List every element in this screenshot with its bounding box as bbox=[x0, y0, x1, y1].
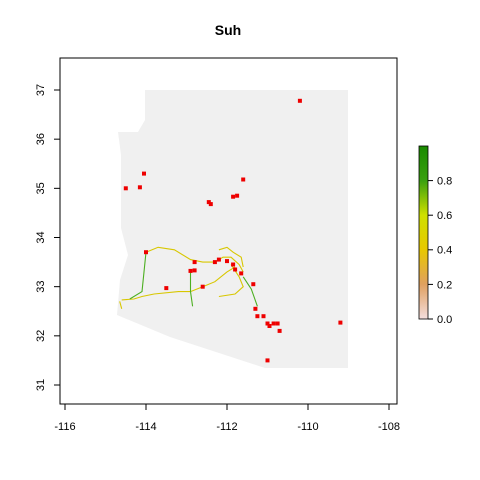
y-tick-label: 33 bbox=[35, 281, 47, 293]
route-path-8 bbox=[119, 301, 123, 309]
state-shape bbox=[117, 90, 348, 368]
y-tick-label: 31 bbox=[35, 379, 47, 391]
site-point-16 bbox=[216, 257, 221, 262]
site-point-12 bbox=[188, 268, 193, 273]
legend-tick-label: 0.0 bbox=[437, 314, 452, 326]
y-tick-label: 34 bbox=[35, 231, 47, 243]
site-point-9 bbox=[208, 202, 213, 207]
site-point-7 bbox=[235, 193, 240, 198]
site-point-28 bbox=[271, 321, 276, 326]
site-point-19 bbox=[231, 262, 236, 267]
route-path-7 bbox=[242, 276, 258, 307]
legend-tick-label: 0.6 bbox=[437, 210, 452, 222]
y-tick-label: 32 bbox=[35, 330, 47, 342]
legend-tick-label: 0.2 bbox=[437, 279, 452, 291]
site-point-26 bbox=[265, 321, 270, 326]
site-point-15 bbox=[212, 260, 217, 265]
x-tick-label: -114 bbox=[135, 421, 156, 433]
x-tick-label: -108 bbox=[378, 421, 400, 433]
legend-tick-label: 0.8 bbox=[437, 175, 452, 187]
x-axis: -116 -114 -112 -110 -108 bbox=[54, 403, 400, 433]
x-tick-label: -116 bbox=[54, 421, 75, 433]
site-point-4 bbox=[137, 185, 142, 190]
site-point-17 bbox=[225, 259, 229, 264]
site-point-5 bbox=[241, 177, 246, 182]
site-point-1 bbox=[297, 98, 302, 103]
site-point-29 bbox=[275, 321, 280, 326]
x-tick-label: -110 bbox=[297, 421, 318, 433]
route-path-6 bbox=[218, 246, 244, 268]
site-point-6 bbox=[231, 194, 236, 199]
route-path-5 bbox=[189, 269, 194, 307]
legend-ticks: 0.0 0.2 0.4 0.6 0.8 bbox=[428, 175, 452, 326]
x-tick-label: -112 bbox=[216, 421, 237, 433]
route-path-3 bbox=[129, 252, 147, 300]
site-point-24 bbox=[255, 314, 260, 319]
color-legend: 0.0 0.2 0.4 0.6 0.8 bbox=[418, 145, 452, 326]
y-tick-label: 37 bbox=[35, 84, 47, 96]
site-point-3 bbox=[142, 171, 146, 176]
route-path-2 bbox=[145, 246, 244, 273]
site-point-10 bbox=[144, 250, 148, 255]
y-tick-label: 36 bbox=[35, 133, 47, 145]
legend-colorbar bbox=[418, 145, 429, 320]
site-point-2 bbox=[123, 186, 128, 191]
site-point-23 bbox=[253, 306, 258, 311]
site-point-13 bbox=[192, 268, 197, 273]
site-point-14 bbox=[192, 260, 197, 265]
site-point-11 bbox=[164, 286, 169, 291]
site-point-32 bbox=[338, 320, 343, 325]
chart-title: Suh bbox=[215, 22, 241, 38]
legend-tick-label: 0.4 bbox=[437, 245, 452, 257]
site-point-21 bbox=[200, 284, 205, 289]
route-path-4 bbox=[218, 264, 244, 298]
y-tick-label: 35 bbox=[35, 182, 47, 194]
site-point-22 bbox=[251, 282, 256, 287]
route-path-1 bbox=[121, 266, 236, 301]
site-point-25 bbox=[261, 314, 266, 319]
y-axis: 31 32 33 34 35 36 37 bbox=[35, 84, 61, 391]
site-point-27 bbox=[267, 324, 272, 328]
site-point-31 bbox=[265, 358, 270, 363]
points-layer bbox=[123, 98, 343, 363]
site-point-30 bbox=[277, 328, 282, 333]
state-region bbox=[117, 90, 348, 368]
paths-layer bbox=[119, 246, 258, 309]
site-point-18 bbox=[233, 267, 238, 272]
site-point-20 bbox=[239, 271, 244, 276]
